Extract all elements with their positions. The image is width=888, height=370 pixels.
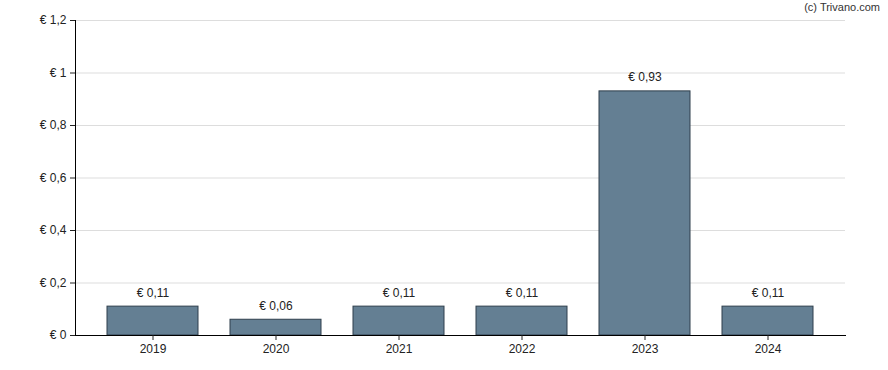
svg-text:€ 1: € 1 [50,66,67,80]
svg-text:€ 0,11: € 0,11 [383,286,416,300]
svg-text:€ 0,8: € 0,8 [40,118,67,132]
svg-text:€ 0,11: € 0,11 [752,286,785,300]
svg-text:€ 0,11: € 0,11 [506,286,539,300]
svg-text:2020: 2020 [263,342,290,356]
svg-text:€ 0,11: € 0,11 [137,286,170,300]
svg-text:€ 0,6: € 0,6 [40,171,67,185]
svg-text:2023: 2023 [632,342,659,356]
svg-text:2021: 2021 [386,342,413,356]
svg-text:€ 0,93: € 0,93 [628,70,662,84]
svg-text:2022: 2022 [509,342,536,356]
svg-text:€ 0,4: € 0,4 [40,223,67,237]
svg-text:€ 0,2: € 0,2 [40,276,67,290]
svg-text:€ 0,06: € 0,06 [259,299,293,313]
html-text:(c) Trivano.com: (c) Trivano.com [804,1,880,13]
svg-text:€ 1,2: € 1,2 [40,13,67,27]
svg-text:2024: 2024 [755,342,782,356]
svg-text:€ 0: € 0 [50,328,67,342]
svg-text:2019: 2019 [140,342,167,356]
